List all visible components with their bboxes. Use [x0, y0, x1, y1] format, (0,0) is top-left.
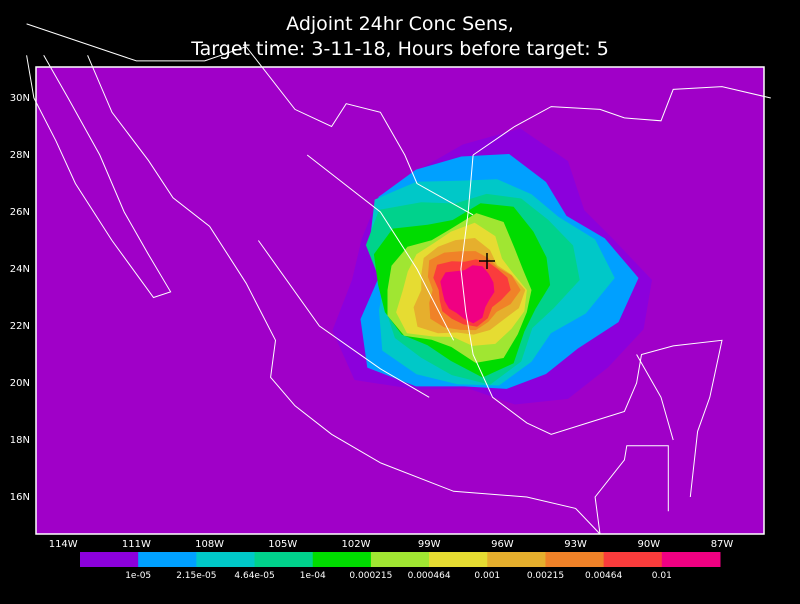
sensitivity-field — [332, 128, 652, 405]
colorbar-label: 0.001 — [474, 571, 500, 581]
coastline — [26, 55, 172, 299]
lat-label: 26N — [10, 207, 30, 218]
colorbar-swatch — [312, 552, 372, 567]
lon-label: 93W — [564, 539, 587, 550]
colorbar-swatch — [487, 552, 546, 567]
colorbar-swatch — [429, 552, 488, 567]
colorbar-swatch — [254, 552, 314, 567]
lon-label: 90W — [637, 539, 660, 550]
coastline — [472, 86, 771, 156]
coastline — [460, 154, 723, 498]
title-line-1: Adjoint 24hr Conc Sens, — [286, 13, 514, 35]
colorbar-label: 0.00215 — [527, 571, 564, 581]
colorbar-label: 1e-05 — [125, 571, 151, 581]
lat-label: 20N — [10, 378, 30, 389]
lat-label: 18N — [10, 435, 30, 446]
coastline — [306, 154, 455, 341]
coastline — [87, 55, 601, 535]
colorbar-label: 0.01 — [652, 571, 672, 581]
colorbar-swatch — [138, 552, 197, 567]
coastline — [257, 240, 430, 398]
colorbar-label: 2.15e-05 — [176, 571, 216, 581]
colorbar-label: 4.64e-05 — [234, 571, 274, 581]
map-frame — [35, 66, 765, 535]
colorbar-swatch — [80, 552, 139, 567]
coastline — [26, 23, 474, 216]
lon-label: 108W — [195, 539, 224, 550]
lon-label: 99W — [418, 539, 441, 550]
lon-label: 87W — [711, 539, 734, 550]
lon-label: 96W — [491, 539, 514, 550]
colorbar-swatch — [545, 552, 605, 567]
lat-label: 16N — [10, 492, 30, 503]
lat-label: 30N — [10, 93, 30, 104]
coastlines — [26, 23, 771, 535]
colorbar-label: 1e-04 — [300, 571, 326, 581]
lat-label: 28N — [10, 150, 30, 161]
colorbar-swatch — [603, 552, 663, 567]
lon-label: 102W — [342, 539, 371, 550]
colorbar-swatch — [661, 552, 721, 567]
colorbar-swatch — [196, 552, 256, 567]
axis-labels: 30N 28N 26N 24N 22N 20N 18N 16N 114W 111W 108W 105W… — [10, 93, 734, 550]
lon-label: 105W — [268, 539, 297, 550]
lat-label: 22N — [10, 321, 30, 332]
coastline — [636, 354, 674, 441]
coastline — [594, 445, 669, 535]
colorbar-label: 0.00464 — [585, 571, 622, 581]
title-line-2: Target time: 3-11-18, Hours before targe… — [190, 38, 609, 60]
colorbar: 1e-05 2.15e-05 4.64e-05 1e-04 0.000215 0.0004… — [80, 552, 721, 581]
lat-label: 24N — [10, 264, 30, 275]
colorbar-label: 0.000215 — [349, 571, 392, 581]
contour-band — [440, 265, 495, 324]
colorbar-swatch — [370, 552, 430, 567]
lon-label: 114W — [49, 539, 78, 550]
colorbar-label: 0.000464 — [408, 571, 451, 581]
lon-label: 111W — [122, 539, 151, 550]
target-marker — [479, 253, 495, 269]
